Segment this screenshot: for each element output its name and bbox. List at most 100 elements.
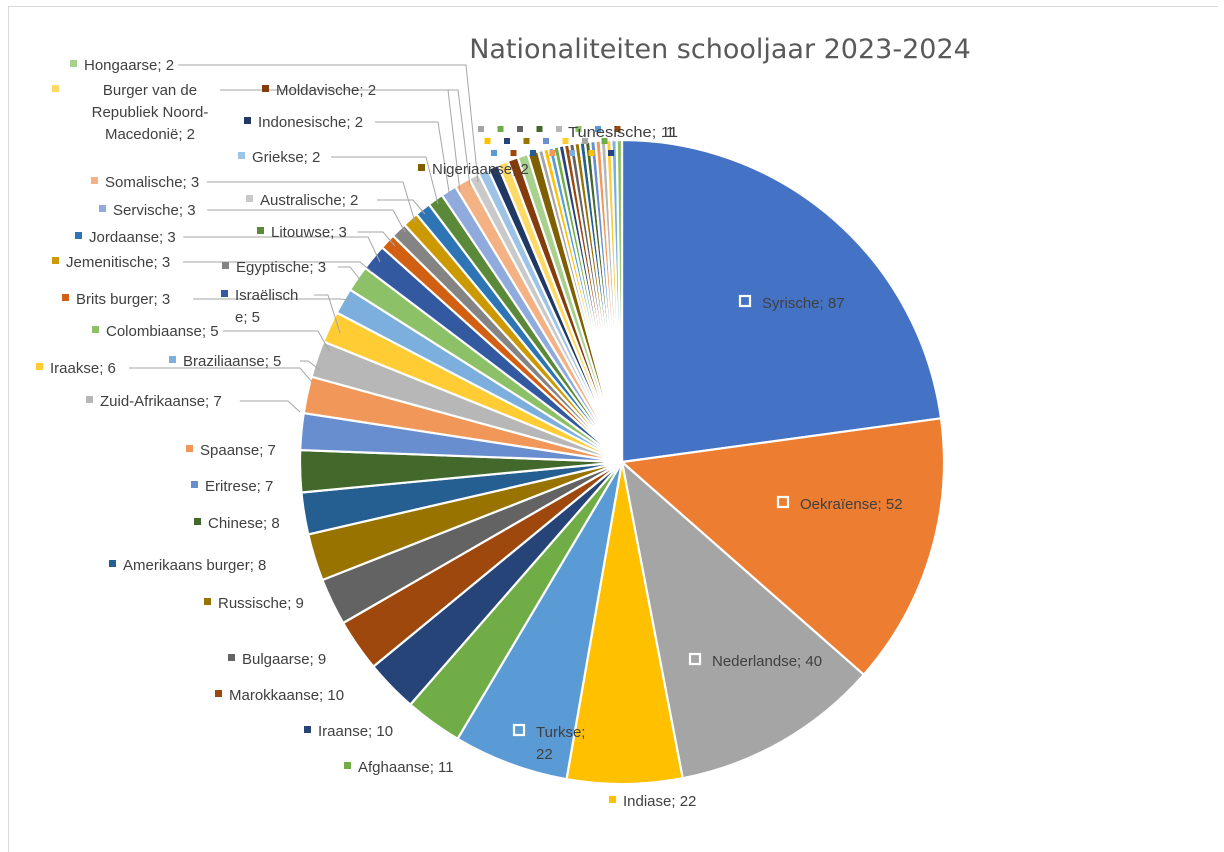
legend-key-litouwse: [257, 227, 264, 234]
data-label-text-syrische: Syrische; 87: [762, 295, 845, 312]
data-label-somalische: Somalische; 3: [91, 174, 199, 191]
crowded-key-6: [517, 126, 523, 132]
crowded-key-1: [485, 138, 491, 144]
data-label-text-colombiaanse: Colombiaanse; 5: [106, 323, 219, 340]
slices-group: [300, 140, 944, 784]
data-label-text-jemenitische: Jemenitische; 3: [66, 254, 170, 271]
data-label-text-zuid-afrikaanse: Zuid-Afrikaanse; 7: [100, 393, 222, 410]
data-label-text-nigeriaanse: Nigeriaanse; 2: [432, 161, 529, 178]
legend-key-amerikaans-burger: [109, 560, 116, 567]
data-label-text-burger-van-de-republiek-noord-macedonie: Burger van de Republiek Noord-Macedonië; …: [92, 82, 209, 143]
legend-key-jemenitische: [52, 257, 59, 264]
crowded-key-7: [524, 138, 530, 144]
crowded-key-5: [511, 150, 517, 156]
leader-colombiaanse: [223, 331, 330, 352]
legend-key-eritrese: [191, 481, 198, 488]
data-label-brits-burger: Brits burger; 3: [62, 291, 170, 308]
crowded-key-12: [556, 126, 562, 132]
data-label-text-griekse: Griekse; 2: [252, 149, 320, 166]
data-label-nigeriaanse: Nigeriaanse; 2: [418, 161, 529, 178]
legend-key-somalische: [91, 177, 98, 184]
data-label-text-egyptische: Egyptische; 3: [236, 259, 326, 276]
crowded-key-3: [498, 126, 504, 132]
data-label-text-bulgaarse: Bulgaarse; 9: [242, 651, 326, 668]
legend-key-israelische: [221, 290, 228, 297]
legend-key-marokkaanse: [215, 690, 222, 697]
legend-key-chinese: [194, 518, 201, 525]
legend-key-hongaarse: [70, 60, 77, 67]
data-label-australische: Australische; 2: [246, 192, 358, 209]
data-label-amerikaans-burger: Amerikaans burger; 8: [109, 557, 266, 574]
legend-key-nigeriaanse: [418, 164, 425, 171]
data-label-text-oekraiense: Oekraïense; 52: [800, 496, 903, 513]
legend-key-griekse: [238, 152, 245, 159]
data-label-text-chinese: Chinese; 8: [208, 515, 280, 532]
data-label-servische: Servische; 3: [99, 202, 196, 219]
data-label-russische: Russische; 9: [204, 595, 304, 612]
legend-key-colombiaanse: [92, 326, 99, 333]
data-label-colombiaanse: Colombiaanse; 5: [92, 323, 219, 340]
data-label-jordaanse: Jordaanse; 3: [75, 229, 176, 246]
chart-title: Nationaliteiten schooljaar 2023-2024: [469, 34, 971, 65]
data-label-text-israelische: Israëlisch e; 5: [235, 287, 298, 326]
data-label-text-spaanse: Spaanse; 7: [200, 442, 276, 459]
leader-burger-van-de-republiek-noord-macedonie: [220, 90, 460, 192]
legend-key-jordaanse: [75, 232, 82, 239]
legend-key-indonesische: [244, 117, 251, 124]
legend-key-brits-burger: [62, 294, 69, 301]
data-label-egyptische: Egyptische; 3: [222, 259, 326, 276]
crowded-key-14: [569, 150, 575, 156]
data-label-marokkaanse: Marokkaanse; 10: [215, 687, 344, 704]
legend-key-burger-van-de-republiek-noord-macedonie: [52, 85, 59, 92]
crowded-key-2: [491, 150, 497, 156]
data-label-indiase: Indiase; 22: [609, 793, 696, 810]
data-label-text-hongaarse: Hongaarse; 2: [84, 57, 174, 74]
data-label-hongaarse: Hongaarse; 2: [70, 57, 174, 74]
data-label-bulgaarse: Bulgaarse; 9: [228, 651, 326, 668]
crowded-key-11: [550, 150, 556, 156]
data-label-text-iraanse: Iraanse; 10: [318, 723, 393, 740]
legend-key-russische: [204, 598, 211, 605]
data-label-afghaanse: Afghaanse; 11: [344, 759, 454, 776]
data-label-griekse: Griekse; 2: [238, 149, 320, 166]
data-label-text-indonesische: Indonesische; 2: [258, 114, 363, 131]
legend-key-zuid-afrikaanse: [86, 396, 93, 403]
data-label-iraanse: Iraanse; 10: [304, 723, 393, 740]
legend-key-iraakse: [36, 363, 43, 370]
legend-key-australische: [246, 195, 253, 202]
crowded-label-overlap: Tunesische; 11: [568, 124, 678, 141]
data-label-text-nederlandse: Nederlandse; 40: [712, 653, 822, 670]
leader-iraakse: [129, 368, 312, 382]
data-label-text-indiase: Indiase; 22: [623, 793, 696, 810]
legend-key-servische: [99, 205, 106, 212]
data-label-text-litouwse: Litouwse; 3: [271, 224, 347, 241]
data-label-braziliaanse: Braziliaanse; 5: [169, 353, 281, 370]
legend-key-spaanse: [186, 445, 193, 452]
data-label-israelische: Israëlisch e; 5: [221, 287, 298, 326]
crowded-key-17: [589, 150, 595, 156]
data-label-text-servische: Servische; 3: [113, 202, 196, 219]
leader-indonesische: [375, 122, 450, 198]
data-label-zuid-afrikaanse: Zuid-Afrikaanse; 7: [86, 393, 222, 410]
data-label-text-iraakse: Iraakse; 6: [50, 360, 116, 377]
legend-key-indiase: [609, 796, 616, 803]
data-label-text-afghaanse: Afghaanse; 11: [358, 759, 454, 776]
crowded-key-9: [537, 126, 543, 132]
data-label-text-brits-burger: Brits burger; 3: [76, 291, 170, 308]
legend-key-bulgaarse: [228, 654, 235, 661]
legend-key-egyptische: [222, 262, 229, 269]
data-label-eritrese: Eritrese; 7: [191, 478, 273, 495]
data-label-text-australische: Australische; 2: [260, 192, 358, 209]
data-label-text-moldavische: Moldavische; 2: [276, 82, 376, 99]
crowded-key-4: [504, 138, 510, 144]
legend-key-moldavische: [262, 85, 269, 92]
data-label-iraakse: Iraakse; 6: [36, 360, 116, 377]
crowded-key-10: [543, 138, 549, 144]
data-label-indonesische: Indonesische; 2: [244, 114, 363, 131]
data-label-spaanse: Spaanse; 7: [186, 442, 276, 459]
data-label-jemenitische: Jemenitische; 3: [52, 254, 170, 271]
legend-key-iraanse: [304, 726, 311, 733]
leader-zuid-afrikaanse: [240, 401, 300, 412]
data-label-text-jordaanse: Jordaanse; 3: [89, 229, 176, 246]
